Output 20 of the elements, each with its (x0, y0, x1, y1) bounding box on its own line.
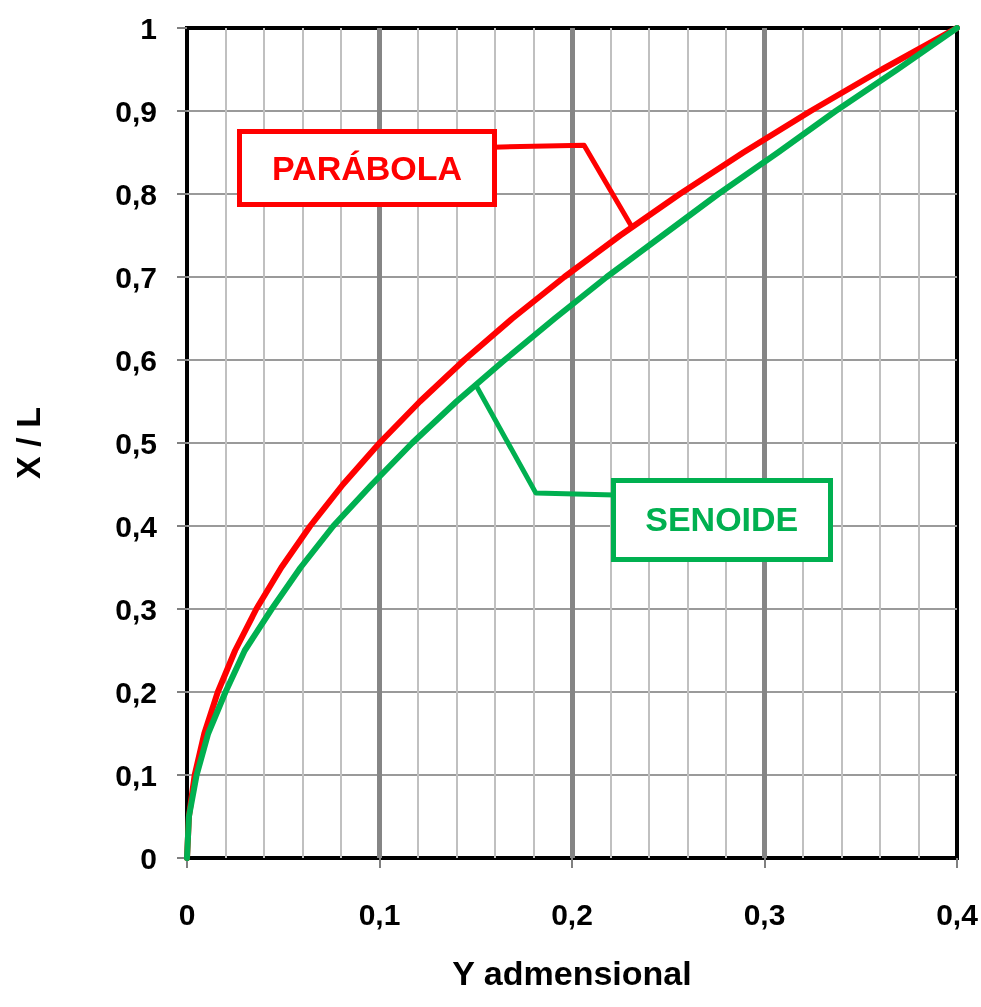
y-tick-label: 0,5 (115, 426, 157, 460)
callout-box: SENOIDE (610, 477, 833, 562)
x-tick-label: 0,1 (358, 897, 401, 931)
y-tick-label: 0,2 (115, 675, 157, 709)
y-tick-label: 0,7 (115, 260, 157, 294)
y-axis-title: X / L (9, 407, 47, 479)
y-tick-label: 0,9 (115, 94, 157, 128)
y-tick-label: 0,1 (115, 758, 157, 792)
y-tick-label: 0,8 (115, 177, 157, 211)
x-tick-label: 0,2 (551, 897, 593, 931)
y-tick-label: 0,6 (115, 343, 157, 377)
x-tick-label: 0 (178, 897, 196, 931)
x-tick-label: 0,4 (936, 897, 979, 931)
y-tick-label: 0,4 (115, 509, 158, 543)
y-tick-label: 0,3 (115, 592, 157, 626)
y-tick-label: 1 (140, 11, 157, 45)
y-tick-label: 0 (140, 841, 157, 875)
callout-box: PARÁBOLA (237, 129, 498, 208)
x-axis-title: Y admensional (452, 954, 692, 992)
x-tick-label: 0,3 (743, 897, 786, 931)
